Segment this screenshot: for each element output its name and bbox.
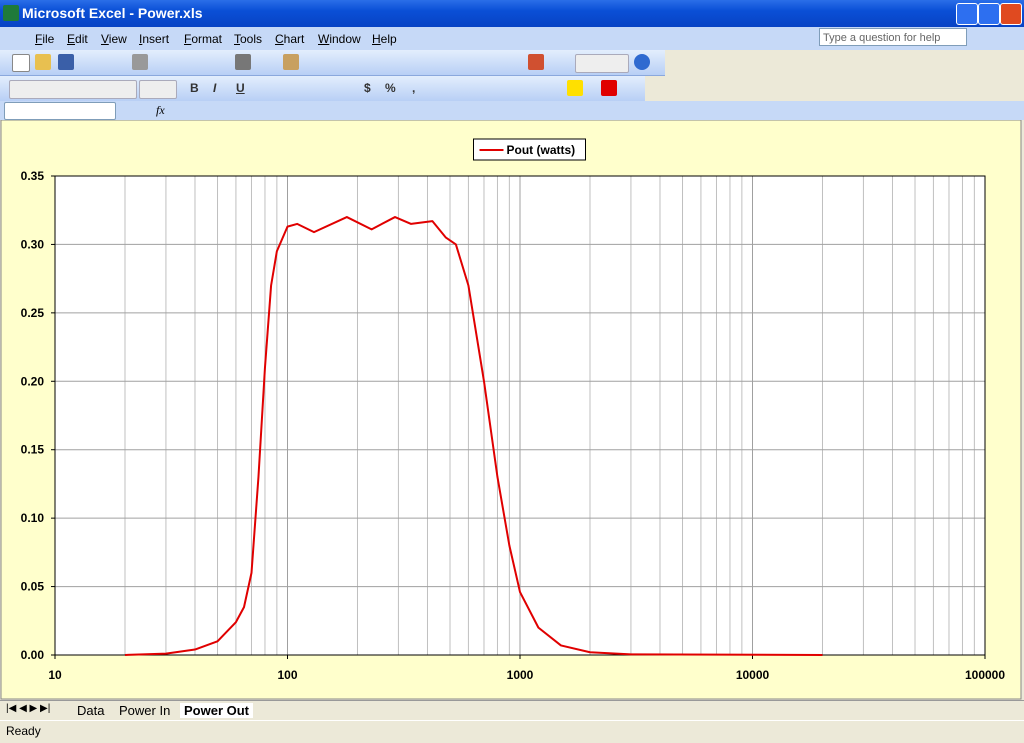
y-tick-label: 0.10 [21, 511, 45, 525]
help-box[interactable]: Type a question for help [819, 28, 967, 46]
legend-box [473, 138, 586, 161]
sheet-tab-bar: |◀ ◀ ▶ ▶| Data Power In Power Out [0, 700, 1024, 720]
status-bar: Ready [0, 720, 1024, 743]
help-button[interactable] [634, 54, 650, 70]
print-button[interactable] [132, 54, 148, 70]
new-button[interactable] [12, 54, 30, 72]
menu-item[interactable]: View [101, 32, 127, 46]
x-tick-label: 10 [48, 668, 62, 682]
minimize-button[interactable] [956, 3, 978, 25]
data-line [124, 216, 823, 656]
chart-wizard-button[interactable] [528, 54, 544, 70]
legend-label: Pout (watts) [507, 143, 576, 157]
currency-button[interactable]: $ [364, 81, 371, 95]
percent-button[interactable]: % [385, 81, 396, 95]
menu-item[interactable]: File [35, 32, 55, 46]
app-icon [3, 5, 19, 21]
tab-scroll-buttons[interactable]: |◀ ◀ ▶ ▶| [6, 703, 51, 714]
menu-item[interactable]: Help [372, 32, 397, 46]
menu-item[interactable]: Window [318, 32, 361, 46]
menu-item[interactable]: Edit [67, 32, 88, 46]
open-button[interactable] [35, 54, 51, 70]
sheet-tab[interactable]: Power In [119, 703, 171, 718]
fx-button[interactable]: fx [156, 103, 165, 117]
standard-toolbar [0, 50, 665, 76]
y-tick-label: 0.35 [21, 169, 45, 183]
paste-button[interactable] [283, 54, 299, 70]
plot-border [54, 175, 986, 656]
menu-item[interactable]: Chart [275, 32, 305, 46]
sheet-tab[interactable]: Data [77, 703, 105, 718]
zoom-box[interactable] [575, 54, 629, 73]
y-tick-label: 0.15 [21, 443, 45, 457]
x-tick-label: 10000 [736, 668, 770, 682]
font-box[interactable] [9, 80, 137, 99]
fill-color-button[interactable] [567, 80, 583, 96]
save-button[interactable] [58, 54, 74, 70]
formula-bar: fx [0, 101, 1024, 120]
menu-item[interactable]: Tools [234, 32, 263, 46]
y-tick-label: 0.05 [21, 580, 45, 594]
restore-button[interactable] [978, 3, 1000, 25]
menu-item[interactable]: Format [184, 32, 223, 46]
window-title: Microsoft Excel - Power.xls [22, 5, 203, 21]
formatting-toolbar: B I U $ % , [0, 76, 645, 102]
y-tick-label: 0.20 [21, 374, 45, 388]
comma-button[interactable]: , [412, 81, 416, 95]
status-text: Ready [6, 724, 41, 738]
x-tick-label: 1000 [507, 668, 534, 682]
close-button[interactable] [1000, 3, 1022, 25]
cut-button[interactable] [235, 54, 251, 70]
y-tick-label: 0.30 [21, 237, 45, 251]
title-bar: Microsoft Excel - Power.xls [0, 0, 1024, 27]
menu-item[interactable]: Insert [139, 32, 170, 46]
y-tick-label: 0.25 [21, 306, 45, 320]
size-box[interactable] [139, 80, 177, 99]
x-tick-label: 100000 [965, 668, 1005, 682]
font-color-button[interactable] [601, 80, 617, 96]
underline-button[interactable]: U [236, 81, 245, 95]
menu-bar: File Edit View Insert Format Tools Chart… [0, 27, 1024, 50]
name-box[interactable] [4, 102, 116, 120]
bold-button[interactable]: B [190, 81, 199, 95]
italic-button[interactable]: I [213, 81, 217, 95]
sheet-tab-active[interactable]: Power Out [180, 703, 254, 718]
chart: 0.00 0.05 0.10 0.15 0.20 0.25 0.30 0.35 10 100 100… [0, 120, 1022, 700]
y-tick-label: 0.00 [21, 648, 45, 662]
x-tick-label: 100 [277, 668, 297, 682]
